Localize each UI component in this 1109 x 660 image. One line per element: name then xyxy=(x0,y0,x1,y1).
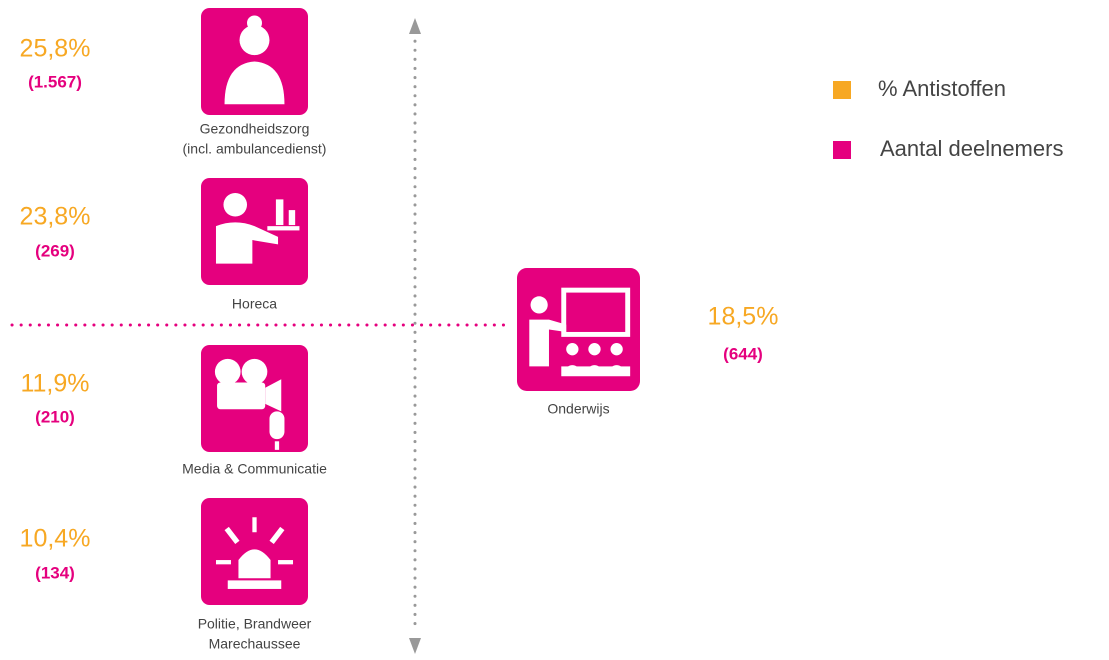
count: (269) xyxy=(35,241,75,260)
sector-icon xyxy=(201,498,308,605)
count: (134) xyxy=(35,563,75,582)
sector-label: Politie, Brandweer xyxy=(198,616,312,632)
sector-label: Onderwijs xyxy=(547,401,609,417)
icon-glyph xyxy=(529,287,631,377)
sector-icon xyxy=(201,345,308,452)
icon-glyph xyxy=(215,192,300,264)
count: (1.567) xyxy=(28,72,82,91)
sector-label: Horeca xyxy=(232,296,277,312)
icon-glyph xyxy=(224,15,285,105)
count: (210) xyxy=(35,407,75,426)
sector-icon xyxy=(201,8,308,116)
percent: 10,4% xyxy=(20,525,91,553)
arrow-down xyxy=(409,638,421,654)
legend-label: % Antistoffen xyxy=(878,76,1006,101)
legend-swatch xyxy=(833,81,851,99)
legend-swatch xyxy=(833,141,851,159)
arrow-up xyxy=(409,18,421,34)
percent: 25,8% xyxy=(20,35,91,63)
percent: 18,5% xyxy=(708,303,779,331)
sector-label: (incl. ambulancedienst) xyxy=(183,141,327,157)
icon-glyph xyxy=(214,358,285,450)
percent: 11,9% xyxy=(20,370,89,398)
sector-label: Media & Communicatie xyxy=(182,461,327,477)
sector-label: Gezondheidszorg xyxy=(200,121,310,137)
sector-icon xyxy=(201,178,308,285)
icon-glyph xyxy=(215,517,294,589)
sector-icon xyxy=(517,268,640,391)
sector-label: Marechaussee xyxy=(209,636,301,652)
percent: 23,8% xyxy=(20,203,91,231)
count: (644) xyxy=(723,344,763,363)
legend-label: Aantal deelnemers xyxy=(880,136,1063,161)
